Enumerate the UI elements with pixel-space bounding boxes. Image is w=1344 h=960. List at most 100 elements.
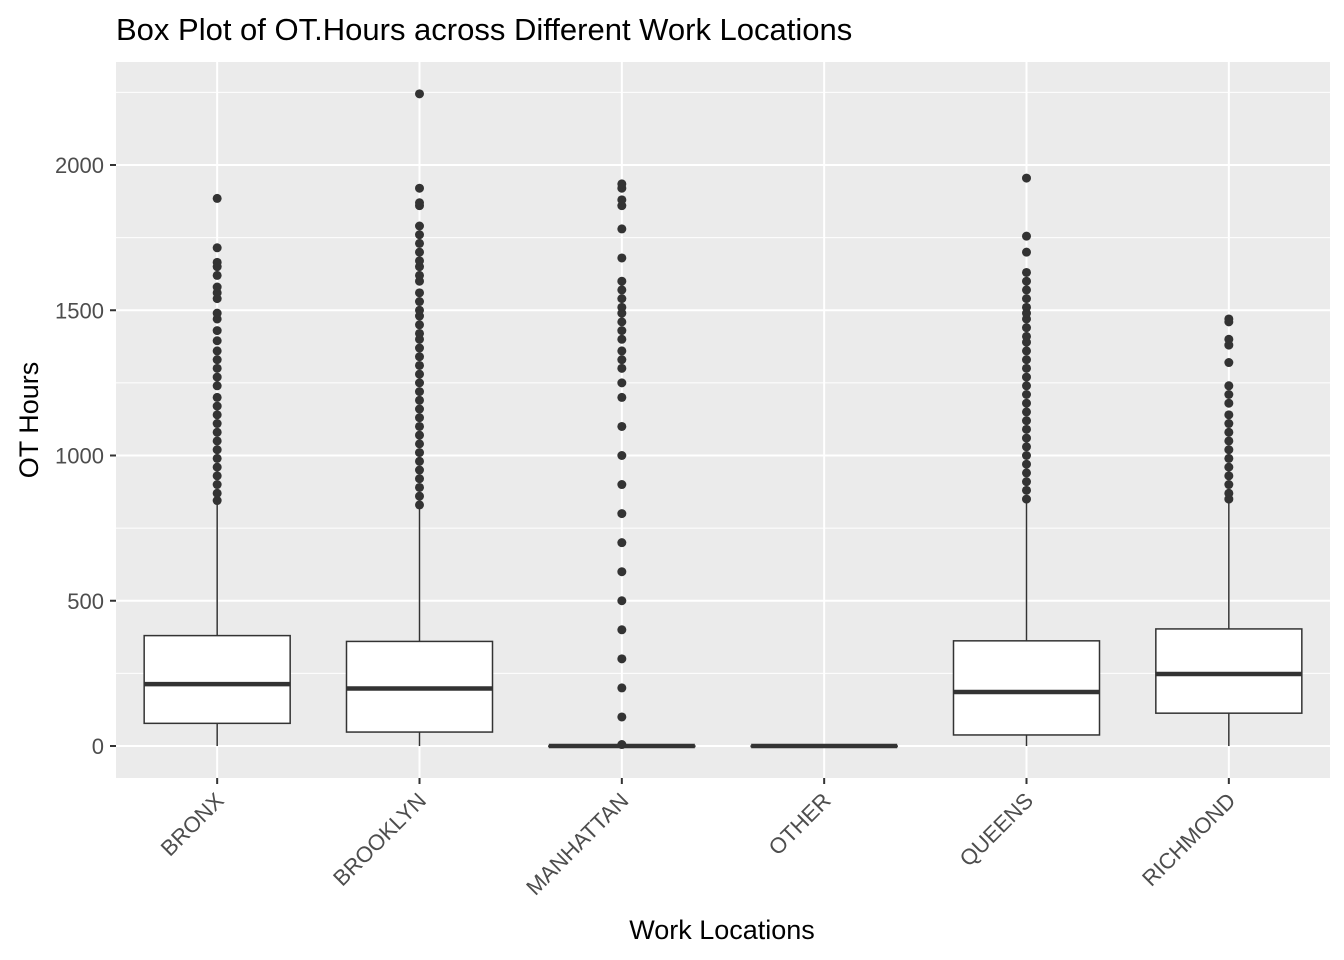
outlier-point [617,712,627,722]
x-tick-label: MANHATTAN [521,788,633,900]
outlier-point [415,482,424,492]
outlier-point [212,243,222,253]
outlier-point [415,456,424,466]
outlier-point [617,378,627,388]
x-tick-label: OTHER [764,788,836,860]
outlier-point [1224,419,1234,429]
outlier-point [415,369,424,379]
plot-panel [116,62,1330,778]
outlier-point [1224,410,1234,420]
outlier-point [1022,173,1031,183]
outlier-point [1022,363,1031,373]
outlier-point [617,596,627,606]
outlier-point [1022,468,1031,478]
outlier-point [212,427,222,437]
outlier-point [617,509,627,519]
outlier-point [1022,389,1031,399]
outlier-point [415,448,424,458]
outlier-point [1022,231,1031,241]
outlier-point [212,496,222,506]
outlier-point [617,326,627,336]
iqr-box [143,634,291,725]
outlier-point [617,294,627,304]
outlier-point [617,538,627,548]
outlier-point [415,387,424,397]
box-other [750,743,898,749]
outlier-point [415,491,424,501]
outlier-point [1022,407,1031,417]
outlier-point [415,413,424,423]
x-tick-label: BROOKLYN [328,788,431,891]
outlier-point [415,247,424,257]
y-axis-title: OT Hours [14,362,44,479]
chart-title: Box Plot of OT.Hours across Different Wo… [116,12,852,47]
outlier-point [1224,453,1234,463]
outlier-point [617,480,627,490]
outlier-point [415,404,424,414]
outlier-point [212,270,222,280]
outlier-point [1022,494,1031,504]
outlier-point [415,465,424,475]
outlier-point [617,355,627,365]
outlier-point [1224,488,1234,498]
outlier-point [415,256,424,266]
outlier-point [1224,334,1234,344]
outlier-point [212,436,222,446]
outlier-point [212,336,222,346]
outlier-point [617,334,627,344]
outlier-point [212,410,222,420]
outlier-point [1224,314,1234,324]
outlier-point [1022,372,1031,382]
outlier-point [1022,267,1031,277]
outlier-point [212,462,222,472]
outlier-point [1022,477,1031,487]
outlier-point [415,320,424,330]
outlier-point [1022,276,1031,286]
outlier-point [617,567,627,577]
outlier-point [1224,381,1234,391]
y-tick-label: 0 [92,734,104,759]
outlier-point [1224,462,1234,472]
x-axis-title: Work Locations [629,915,815,945]
outlier-point [1224,389,1234,399]
outlier-point [415,238,424,248]
outlier-point [212,401,222,411]
outlier-point [617,625,627,635]
outlier-point [617,276,627,286]
outlier-point [415,439,424,449]
outlier-point [212,326,222,336]
outlier-point [415,230,424,240]
box-brooklyn [345,89,494,746]
outlier-point [415,305,424,315]
outlier-point [415,474,424,484]
outlier-point [617,224,627,234]
outlier-point [1224,471,1234,481]
outlier-point [1022,346,1031,356]
outlier-point [617,346,627,356]
outlier-point [212,419,222,429]
x-tick-label: BRONX [156,788,229,861]
outlier-point [415,395,424,405]
x-tick-label: QUEENS [955,788,1038,871]
outlier-point [1022,381,1031,391]
outlier-point [1022,294,1031,304]
outlier-point [212,346,222,356]
outlier-point [617,392,627,402]
outlier-point [617,683,627,693]
outlier-point [415,297,424,307]
outlier-point [212,308,222,318]
outlier-point [1022,323,1031,333]
outlier-point [617,253,627,263]
box-richmond [1155,314,1303,746]
outlier-point [1022,451,1031,460]
outlier-point [415,270,424,280]
outlier-point [1022,442,1031,452]
outlier-point [415,288,424,298]
outlier-point [1224,480,1234,490]
outlier-point [415,421,424,431]
outlier-point [617,421,627,431]
outlier-point [212,193,222,203]
outlier-point [415,221,424,231]
outlier-point [617,451,627,460]
outlier-point [1022,247,1031,257]
